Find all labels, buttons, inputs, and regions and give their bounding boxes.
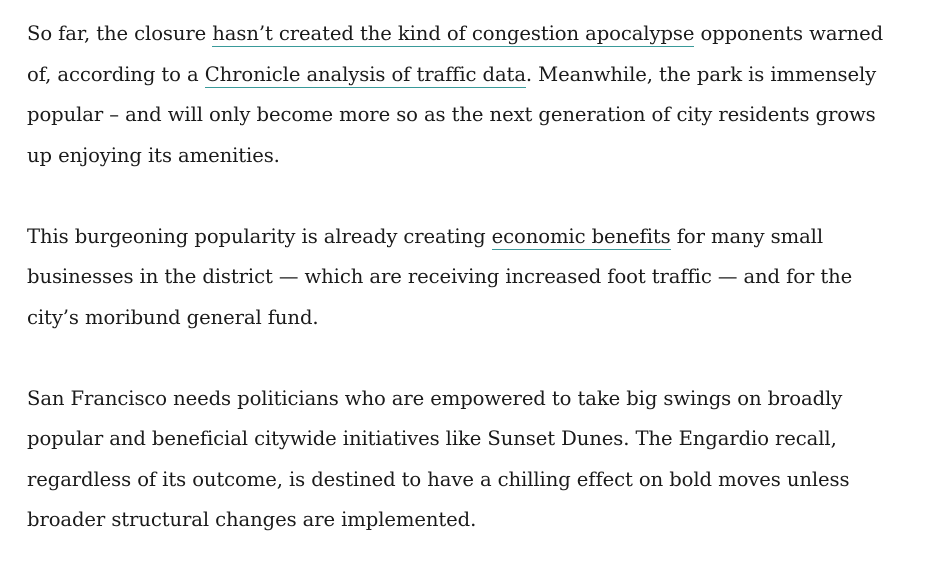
paragraph: This burgeoning popularity is already cr… xyxy=(27,217,932,339)
text-segment: This burgeoning popularity is already cr… xyxy=(27,224,492,248)
text-segment: . Meanwhile, the park is immensely xyxy=(525,62,877,86)
text-line: This burgeoning popularity is already cr… xyxy=(27,217,932,258)
text-line: businesses in the district — which are r… xyxy=(27,257,932,298)
inline-link[interactable]: hasn’t created the kind of congestion ap… xyxy=(212,22,695,47)
text-segment: popular and beneficial citywide initiati… xyxy=(27,427,837,450)
paragraph: So far, the closure hasn’t created the k… xyxy=(27,14,932,176)
paragraph: San Francisco needs politicians who are … xyxy=(27,379,932,541)
text-line: of, according to a Chronicle analysis of… xyxy=(27,55,932,96)
inline-link[interactable]: Chronicle analysis of traffic data xyxy=(204,62,526,88)
text-segment: for many small xyxy=(670,224,824,248)
inline-link[interactable]: economic benefits xyxy=(491,224,671,250)
article-body: So far, the closure hasn’t created the k… xyxy=(27,14,932,581)
text-segment: city’s moribund general fund. xyxy=(27,305,319,329)
text-segment: regardless of its outcome, is destined t… xyxy=(27,467,850,491)
text-line: San Francisco needs politicians who are … xyxy=(27,379,932,420)
text-segment: So far, the closure xyxy=(27,22,213,45)
text-line: broader structural changes are implement… xyxy=(27,500,932,541)
text-line: regardless of its outcome, is destined t… xyxy=(27,460,932,501)
text-segment: San Francisco needs politicians who are … xyxy=(27,386,843,410)
text-line: city’s moribund general fund. xyxy=(27,298,932,339)
text-segment: up enjoying its amenities. xyxy=(27,143,280,167)
text-segment: broader structural changes are implement… xyxy=(27,508,477,531)
text-segment: popular – and will only become more so a… xyxy=(27,103,876,126)
text-line: up enjoying its amenities. xyxy=(27,136,932,177)
text-line: popular and beneficial citywide initiati… xyxy=(27,419,932,460)
text-segment: businesses in the district — which are r… xyxy=(27,265,853,288)
text-line: popular – and will only become more so a… xyxy=(27,95,932,136)
text-line: So far, the closure hasn’t created the k… xyxy=(27,14,932,55)
text-segment: of, according to a xyxy=(27,62,205,86)
text-segment: opponents warned xyxy=(694,22,884,45)
